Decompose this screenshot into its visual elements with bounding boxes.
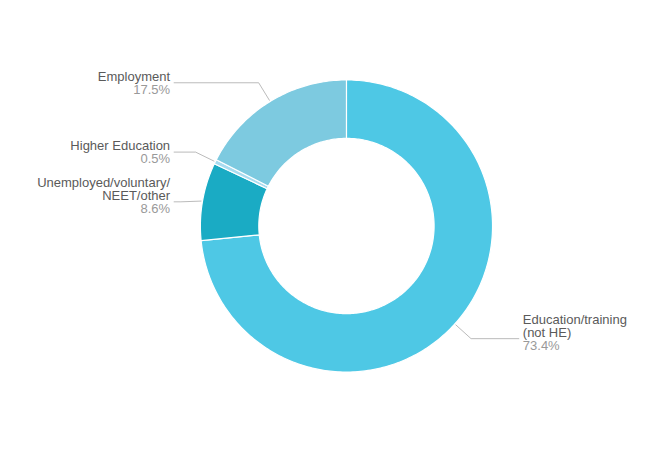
svg-text:17.5%: 17.5% xyxy=(133,82,170,97)
svg-text:0.5%: 0.5% xyxy=(140,151,170,166)
svg-text:Higher Education: Higher Education xyxy=(70,138,171,154)
svg-text:73.4%: 73.4% xyxy=(523,338,560,353)
svg-text:8.6%: 8.6% xyxy=(140,201,170,216)
svg-text:Unemployed/voluntary/NEET/othe: Unemployed/voluntary/NEET/other xyxy=(37,175,171,203)
svg-text:Education/training(not HE): Education/training(not HE) xyxy=(523,312,627,340)
svg-text:Employment: Employment xyxy=(97,68,171,84)
